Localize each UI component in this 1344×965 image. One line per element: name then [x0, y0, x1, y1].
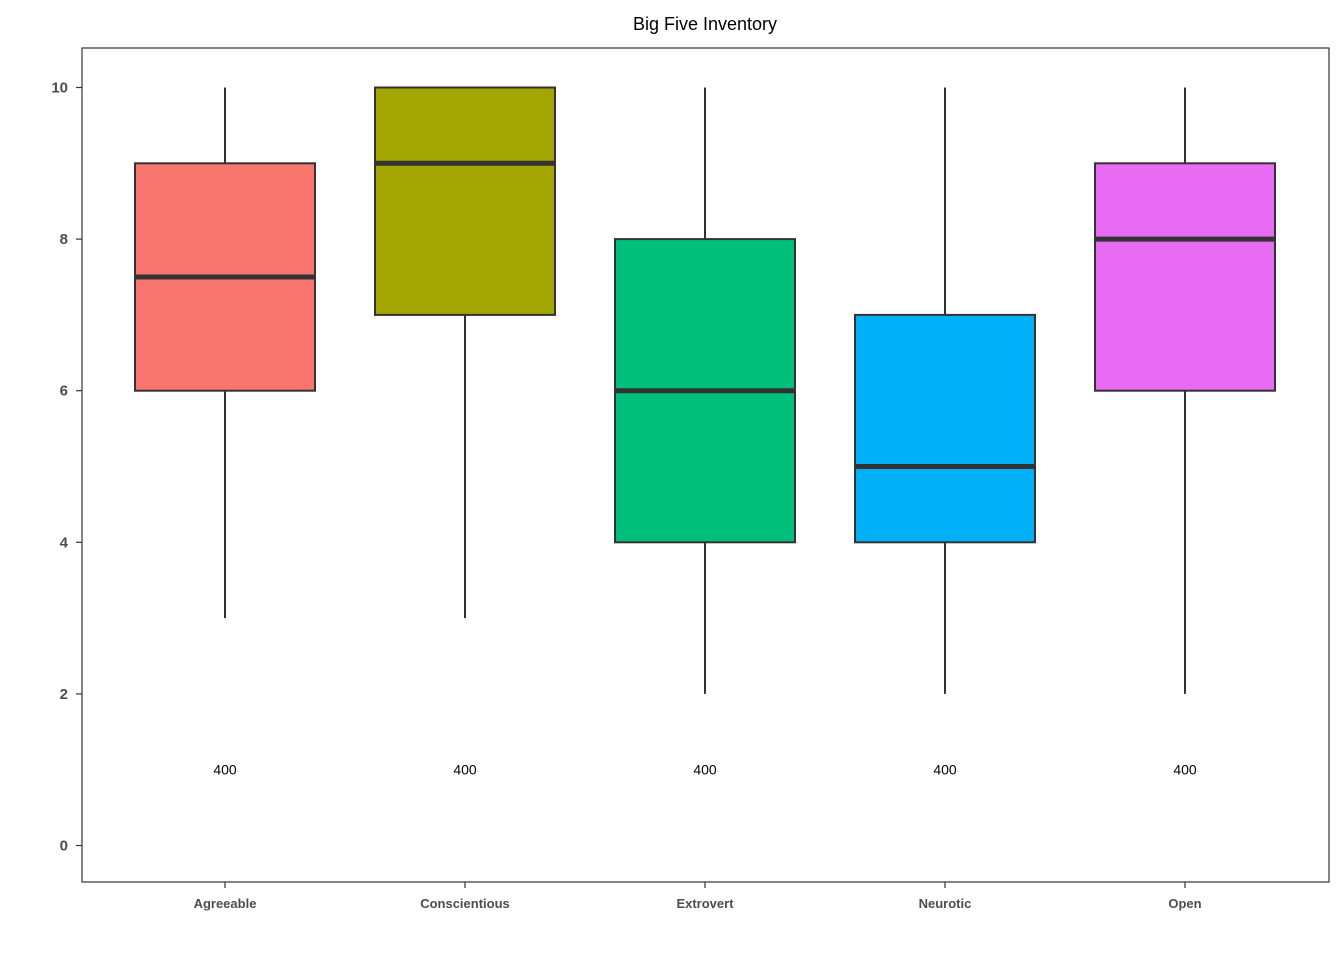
count-label: 400 [933, 762, 957, 778]
x-tick-label: Extrovert [676, 896, 734, 911]
x-tick-label: Neurotic [919, 896, 972, 911]
y-tick-label: 6 [60, 383, 68, 400]
y-tick-label: 4 [60, 534, 69, 551]
y-tick-label: 2 [60, 686, 68, 703]
x-axis: Agreeable Conscientious Extrovert Neurotic O… [194, 882, 1202, 911]
box-body [854, 313, 1036, 544]
chart-title: Big Five Inventory [633, 14, 777, 34]
y-tick-label: 8 [60, 231, 68, 248]
x-tick-label: Conscientious [420, 896, 510, 911]
y-tick-label: 0 [60, 838, 68, 855]
count-label: 400 [1173, 762, 1197, 778]
y-tick-label: 10 [51, 80, 68, 97]
box-conscientious [374, 86, 556, 619]
count-label: 400 [693, 762, 717, 778]
x-tick-label: Open [1168, 896, 1201, 911]
count-labels: 400 400 400 400 400 [213, 762, 1197, 778]
box-extrovert [614, 87, 796, 694]
box-agreeable [134, 87, 316, 619]
box-body [374, 86, 556, 316]
box-neurotic [854, 87, 1036, 694]
box-open [1094, 87, 1276, 694]
box-series [134, 86, 1276, 694]
count-label: 400 [453, 762, 477, 778]
box-body [1094, 162, 1276, 392]
count-label: 400 [213, 762, 237, 778]
y-axis: 0 2 4 6 8 10 [51, 80, 82, 855]
x-tick-label: Agreeable [194, 896, 257, 911]
